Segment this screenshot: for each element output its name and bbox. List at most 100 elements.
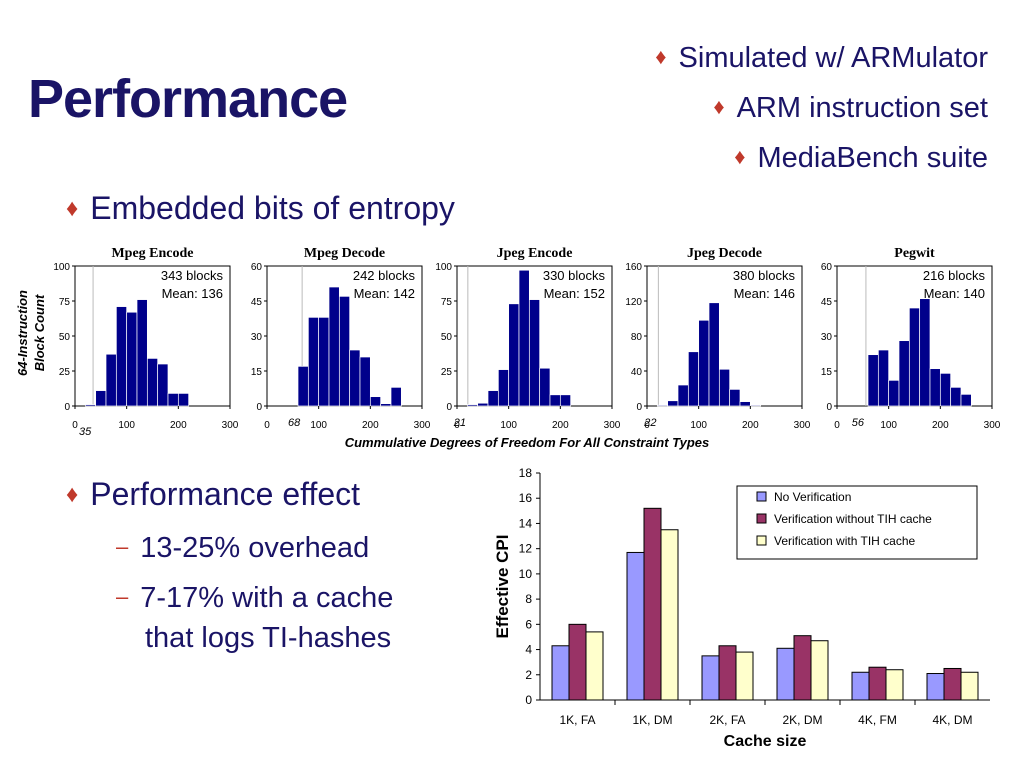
bullet-performance-text: Performance effect: [90, 476, 361, 512]
diamond-bullet-icon: ♦: [655, 44, 667, 69]
y-tick-label: 160: [625, 262, 642, 273]
x-tick-label: 0: [644, 420, 650, 431]
histogram-shared-xlabel: Cummulative Degrees of Freedom For All C…: [345, 435, 710, 450]
dash-bullet-icon: –: [116, 584, 129, 609]
y-tick-label: 8: [525, 592, 532, 606]
y-tick-label: 16: [519, 491, 533, 505]
y-tick-label: 0: [64, 402, 70, 413]
histogram-bar: [390, 386, 402, 407]
y-tick-label: 2: [525, 668, 532, 682]
x-tick-label: 0: [264, 420, 270, 431]
histogram-title: Jpeg Encode: [497, 246, 573, 261]
x-tick-label: 1K, DM: [632, 713, 672, 727]
x-tick-label: 300: [414, 420, 431, 431]
bullet-performance: ♦ Performance effect: [66, 476, 360, 513]
histogram-annotation: Mean: 136: [162, 286, 223, 301]
histogram-annotation: 242 blocks: [353, 268, 416, 283]
y-tick-label: 0: [826, 402, 832, 413]
legend-label: No Verification: [774, 490, 851, 504]
y-tick-label: 0: [256, 402, 262, 413]
y-tick-label: 0: [525, 693, 532, 707]
diamond-bullet-icon: ♦: [66, 195, 79, 222]
histogram-1: Mpeg Encode 0 25 50 75 100 0 100 200 300 35 343 blo…: [53, 246, 238, 438]
histogram-title: Pegwit: [894, 246, 935, 261]
cpi-bar: [793, 635, 812, 701]
y-tick-label: 30: [251, 332, 263, 343]
cpi-bar: [660, 529, 679, 701]
x-tick-label: 200: [362, 420, 379, 431]
histogram-5: Pegwit 0 15 30 45 60 0 100 200 300 56 216 blocks Mea…: [821, 246, 1001, 431]
sub-bullet-2: –7-17% with a cache: [116, 582, 393, 615]
histogram-marker-label: 22: [643, 417, 656, 429]
cpi-legend: [736, 485, 978, 560]
cpi-bar: [776, 647, 795, 701]
top-bullet-text: ARM instruction set: [736, 92, 988, 124]
x-tick-label: 200: [170, 420, 187, 431]
y-tick-label: 10: [519, 567, 533, 581]
cpi-bar: [960, 671, 979, 701]
histogram-bar: [559, 394, 572, 407]
y-tick-label: 15: [821, 367, 833, 378]
y-tick-label: 100: [53, 262, 70, 273]
x-tick-label: 200: [932, 420, 949, 431]
diamond-bullet-icon: ♦: [713, 94, 725, 119]
x-tick-label: 1K, FA: [559, 713, 595, 727]
histogram-marker-label: 56: [852, 417, 865, 429]
top-bullet-text: Simulated w/ ARMulator: [678, 42, 988, 74]
histogram-bar: [157, 363, 169, 407]
bullet-entropy-text: Embedded bits of entropy: [90, 190, 455, 226]
cpi-ylabel: Effective CPI: [493, 535, 512, 639]
x-tick-label: 100: [310, 420, 327, 431]
dash-bullet-icon: –: [116, 534, 129, 559]
histogram-4: Jpeg Decode 0 40 80 120 160 0 100 200 300 22 380 bl…: [625, 246, 810, 431]
sub-bullet-2-continuation: that logs TI-hashes: [145, 622, 392, 654]
histogram-title: Mpeg Decode: [304, 246, 385, 261]
y-tick-label: 25: [59, 367, 71, 378]
y-tick-label: 80: [631, 332, 643, 343]
histogram-bar: [749, 404, 762, 407]
histogram-bar: [960, 393, 972, 407]
x-tick-label: 4K, FM: [858, 713, 897, 727]
histogram-bar: [919, 298, 931, 407]
histogram-title: Mpeg Encode: [111, 246, 193, 261]
y-tick-label: 4: [525, 643, 532, 657]
histogram-annotation: Mean: 146: [734, 286, 795, 301]
cpi-bar: [585, 631, 604, 701]
cpi-bar: [851, 671, 870, 701]
histogram-marker-label: 21: [453, 417, 466, 429]
cpi-bar: [551, 645, 570, 701]
top-bullet-3: ♦ MediaBench suite: [655, 134, 988, 184]
cpi-chart-group: 0 2 4 6 8 10 12 14 16 18 1K, FA 1K, DM 2K, FA 2K, DM 4…: [493, 466, 990, 750]
y-tick-label: 50: [441, 332, 453, 343]
top-bullet-1: ♦ Simulated w/ ARMulator: [655, 34, 988, 84]
histogram-annotation: 343 blocks: [161, 268, 224, 283]
x-tick-label: 2K, DM: [782, 713, 822, 727]
cpi-bar: [701, 655, 720, 701]
slide-title: Performance: [28, 69, 348, 129]
y-tick-label: 25: [441, 367, 453, 378]
sub-bullet-text: 7-17% with a cache: [140, 582, 394, 614]
cpi-bar: [643, 507, 662, 701]
histogram-bar: [136, 299, 148, 407]
top-bullet-text: MediaBench suite: [757, 142, 988, 174]
top-bullet-2: ♦ ARM instruction set: [655, 84, 988, 134]
legend-label: Verification with TIH cache: [774, 534, 916, 548]
cpi-bar: [885, 669, 904, 701]
top-right-bullets: ♦ Simulated w/ ARMulator ♦ ARM instruction…: [655, 34, 988, 184]
x-tick-label: 100: [880, 420, 897, 431]
histogram-bar: [528, 299, 541, 407]
y-tick-label: 14: [519, 516, 533, 530]
cpi-bar: [868, 666, 887, 701]
y-tick-label: 40: [631, 367, 643, 378]
cpi-bar: [810, 640, 829, 701]
y-tick-label: 0: [636, 402, 642, 413]
histogram-bar: [177, 393, 190, 407]
y-tick-label: 18: [519, 466, 533, 480]
legend-label: Verification without TIH cache: [774, 512, 932, 526]
x-tick-label: 200: [742, 420, 759, 431]
y-tick-label: 75: [59, 297, 71, 308]
x-tick-label: 4K, DM: [932, 713, 972, 727]
x-tick-label: 300: [984, 420, 1001, 431]
histogram-marker-label: 68: [288, 417, 301, 429]
cpi-bar: [568, 623, 587, 701]
